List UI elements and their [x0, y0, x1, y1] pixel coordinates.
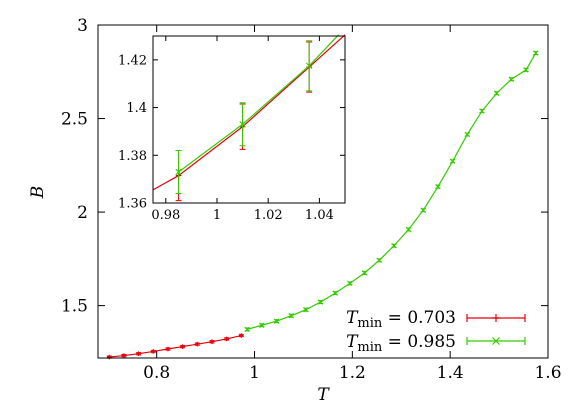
inset-x-tick-label-1: 1 [213, 208, 221, 223]
main-series-1-point-5 [180, 344, 185, 349]
legend-label-series-2-main: T [346, 332, 359, 352]
inset-series-2-point-2 [305, 62, 313, 70]
main-ticklabels-layer: 0.8 1 1.2 1.4 1.6 1.5 2 2.5 3 [61, 16, 562, 383]
main-series-2-point-10 [391, 243, 397, 249]
legend: Tmin = 0.703 Tmin = 0.985 [346, 308, 526, 355]
inset-plot-frame [152, 35, 346, 204]
main-series-1-point-8 [224, 336, 229, 342]
main-series-2-point-13 [435, 183, 441, 190]
main-x-tick-label-2: 1.2 [339, 363, 366, 383]
main-series-1-point-4 [165, 346, 171, 352]
legend-swatch-series-1-marker [466, 314, 526, 322]
main-series-2-point-3 [288, 313, 294, 319]
main-series-layer [106, 50, 539, 360]
main-x-tick-label-0: 0.8 [143, 363, 170, 383]
inset-x-tick-label-0: 0.98 [151, 208, 180, 223]
main-series-2-point-16 [479, 108, 485, 114]
legend-label-series-2: Tmin = 0.985 [346, 332, 456, 355]
main-series-1-point-2 [136, 351, 141, 356]
legend-label-series-1-sub: min [357, 316, 382, 331]
legend-label-series-2-sub: min [357, 340, 382, 355]
main-series-2-point-4 [303, 307, 309, 313]
main-series-2-point-19 [523, 67, 529, 73]
legend-label-series-1-main: T [346, 308, 359, 328]
main-x-tick-label-1: 1 [249, 363, 260, 383]
inset-x-tick-label-3: 1.04 [305, 208, 334, 223]
legend-label-series-1-value: = 0.703 [382, 308, 456, 328]
x-axis-label: T [317, 385, 330, 405]
main-series-2-point-1 [259, 322, 265, 328]
inset-series-layer [152, 34, 346, 202]
main-series-2-point-18 [508, 76, 515, 82]
y-axis-label: B [28, 186, 48, 200]
inset-x-tick-label-2: 1.02 [254, 208, 283, 223]
main-series-1-point-6 [194, 341, 200, 347]
inset-y-tick-label-3: 1.42 [118, 53, 147, 68]
inset-series-2-point-0 [175, 168, 182, 176]
main-ticks-layer [98, 24, 549, 358]
main-series-2-point-6 [332, 290, 338, 296]
main-series-2-point-12 [420, 207, 426, 213]
legend-label-series-2-value: = 0.985 [382, 332, 456, 352]
main-series-1-point-0 [106, 354, 112, 360]
inset-series-2-point-1 [239, 121, 246, 128]
inset-ticks-layer [153, 36, 345, 204]
main-y-tick-label-2: 2.5 [61, 109, 88, 129]
main-series-2-point-7 [347, 280, 353, 287]
legend-label-series-1: Tmin = 0.703 [346, 308, 456, 331]
main-series-1-point-7 [209, 339, 215, 345]
main-y-tick-label-3: 3 [77, 16, 88, 36]
main-series-2-point-11 [405, 226, 412, 233]
main-y-tick-label-1: 2 [77, 203, 88, 223]
inset-y-tick-label-1: 1.38 [118, 149, 147, 164]
main-y-tick-label-0: 1.5 [61, 297, 88, 317]
main-series-2-point-20 [533, 50, 539, 56]
inset-y-tick-label-2: 1.4 [126, 101, 147, 116]
main-series-1-point-1 [121, 353, 127, 358]
main-plot-frame [97, 24, 549, 359]
inset-ticklabels-layer: 0.98 1 1.02 1.04 1.36 1.38 1.4 1.42 [118, 53, 334, 223]
inset-series-2-line [178, 34, 340, 173]
main-series-2-point-5 [317, 299, 324, 305]
main-series-2-point-9 [376, 257, 382, 264]
main-series-1-point-3 [150, 349, 156, 354]
main-series-2-point-0 [244, 326, 250, 333]
main-series-1-line [109, 334, 242, 358]
inset-y-tick-label-0: 1.36 [118, 197, 147, 212]
main-series-1-point-9 [239, 333, 244, 338]
main-x-tick-label-3: 1.4 [437, 363, 464, 383]
legend-swatch-series-2-marker [466, 337, 526, 345]
main-series-2-point-8 [361, 270, 368, 276]
main-series-2-point-2 [273, 318, 280, 324]
main-series-2-point-15 [464, 131, 470, 138]
main-series-2-point-14 [449, 158, 456, 164]
main-x-tick-label-4: 1.6 [534, 363, 561, 383]
main-series-2-point-17 [493, 90, 500, 96]
